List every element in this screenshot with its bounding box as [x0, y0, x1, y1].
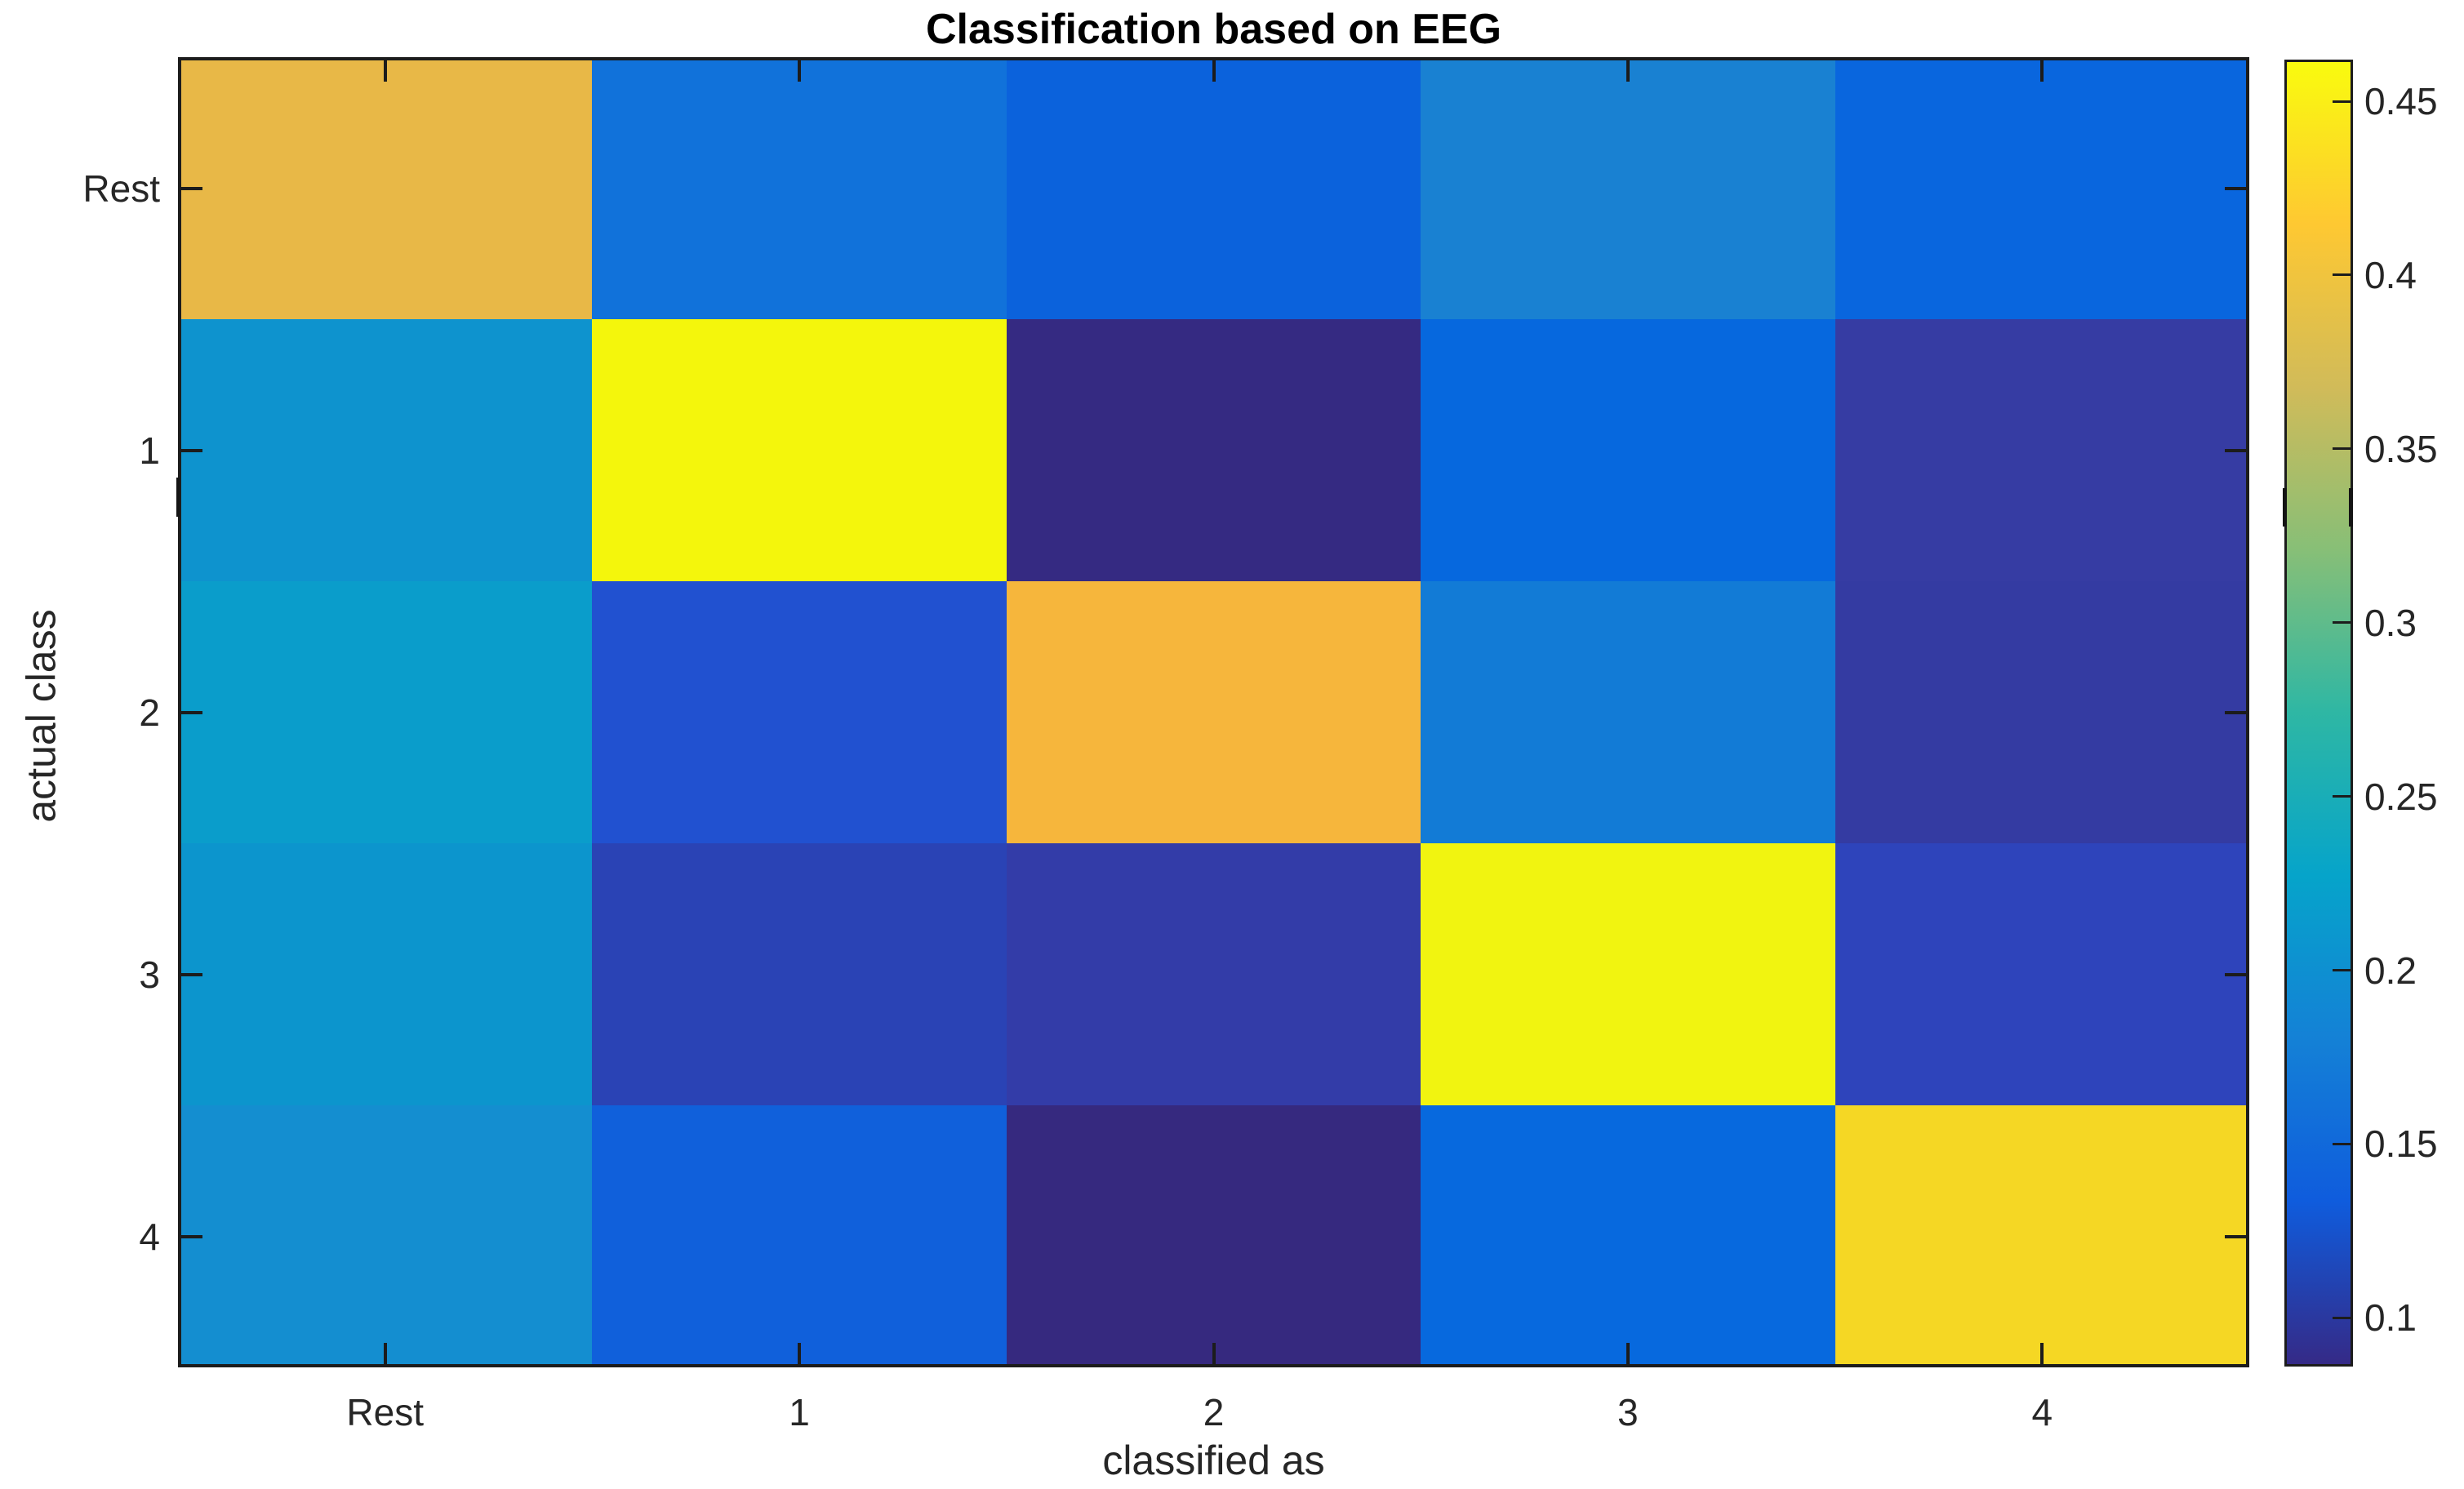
confusion-matrix-heatmap [178, 57, 2249, 1367]
colorbar-tick-label-0.2: 0.2 [2364, 949, 2417, 992]
matrix-cell-r3-c1 [592, 843, 1007, 1105]
matrix-cell-r0-c4 [1835, 57, 2249, 319]
y-tick-left [181, 186, 202, 190]
colorbar-tick [2333, 795, 2351, 798]
x-tick-top [1626, 60, 1630, 82]
matrix-cell-r2-c2 [1006, 581, 1421, 843]
y-tick-left [181, 448, 202, 452]
render-artifact-mark [2283, 488, 2287, 527]
colorbar-tick-label-0.3: 0.3 [2364, 601, 2417, 644]
x-tick-label-rest: Rest [346, 1391, 424, 1433]
matrix-cell-r3-c2 [1006, 843, 1421, 1105]
matrix-cell-r2-c3 [1421, 581, 1835, 843]
colorbar-tick [2333, 1316, 2351, 1319]
matrix-cell-r3-c4 [1835, 843, 2249, 1105]
x-tick-top [2040, 60, 2044, 82]
matrix-cell-r1-c0 [178, 319, 593, 581]
matrix-cell-r4-c1 [592, 1105, 1007, 1367]
y-tick-label-4: 4 [139, 1215, 160, 1258]
x-tick-label-3: 3 [1617, 1391, 1639, 1433]
matrix-cell-r1-c4 [1835, 319, 2249, 581]
colorbar [2284, 60, 2353, 1367]
matrix-cell-r0-c3 [1421, 57, 1835, 319]
colorbar-tick-label-0.45: 0.45 [2364, 80, 2438, 123]
render-artifact-mark [2349, 488, 2353, 527]
colorbar-tick-label-0.4: 0.4 [2364, 253, 2417, 296]
matrix-cell-r2-c0 [178, 581, 593, 843]
matrix-cell-r0-c1 [592, 57, 1007, 319]
x-tick-top [383, 60, 387, 82]
y-tick-right [2225, 1234, 2246, 1238]
y-tick-label-3: 3 [139, 953, 160, 996]
matrix-cell-r1-c3 [1421, 319, 1835, 581]
y-tick-left [181, 710, 202, 714]
matrix-cell-r1-c2 [1006, 319, 1421, 581]
colorbar-tick [2333, 447, 2351, 451]
y-tick-label-2: 2 [139, 691, 160, 734]
y-tick-label-rest: Rest [82, 167, 160, 210]
y-tick-left [181, 972, 202, 976]
colorbar-tick-label-0.15: 0.15 [2364, 1122, 2438, 1166]
colorbar-tick [2333, 969, 2351, 972]
x-tick-top [1212, 60, 1216, 82]
colorbar-tick [2333, 273, 2351, 277]
colorbar-tick [2333, 621, 2351, 624]
matrix-cell-r4-c3 [1421, 1105, 1835, 1367]
x-tick-bottom [1626, 1343, 1630, 1364]
x-tick-bottom [383, 1343, 387, 1364]
colorbar-tick-label-0.1: 0.1 [2364, 1296, 2417, 1340]
x-tick-label-2: 2 [1203, 1391, 1225, 1433]
y-tick-right [2225, 710, 2246, 714]
y-tick-left [181, 1234, 202, 1238]
matrix-cell-r4-c2 [1006, 1105, 1421, 1367]
matrix-cell-r2-c1 [592, 581, 1007, 843]
y-tick-right [2225, 448, 2246, 452]
x-tick-bottom [798, 1343, 802, 1364]
x-tick-bottom [2040, 1343, 2044, 1364]
plot-area [178, 57, 2249, 1367]
matrix-cell-r3-c3 [1421, 843, 1835, 1105]
x-tick-label-4: 4 [2031, 1391, 2053, 1433]
matrix-cell-r1-c1 [592, 319, 1007, 581]
matrix-cell-r3-c0 [178, 843, 593, 1105]
y-tick-right [2225, 186, 2246, 190]
x-tick-label-1: 1 [789, 1391, 810, 1433]
colorbar-tick-label-0.35: 0.35 [2364, 427, 2438, 470]
y-tick-right [2225, 972, 2246, 976]
x-axis-label: classified as [1102, 1438, 1325, 1483]
colorbar-tick-label-0.25: 0.25 [2364, 775, 2438, 818]
matrix-cell-r4-c4 [1835, 1105, 2249, 1367]
matrix-cell-r0-c2 [1006, 57, 1421, 319]
colorbar-tick [2333, 1142, 2351, 1145]
x-tick-bottom [1212, 1343, 1216, 1364]
render-artifact-mark [176, 478, 180, 517]
y-tick-label-1: 1 [139, 429, 160, 472]
matrix-cell-r4-c0 [178, 1105, 593, 1367]
plot-title: Classification based on EEG [925, 6, 1502, 53]
matrix-cell-r2-c4 [1835, 581, 2249, 843]
x-tick-top [798, 60, 802, 82]
matrix-cell-r0-c0 [178, 57, 593, 319]
colorbar-tick [2333, 100, 2351, 103]
